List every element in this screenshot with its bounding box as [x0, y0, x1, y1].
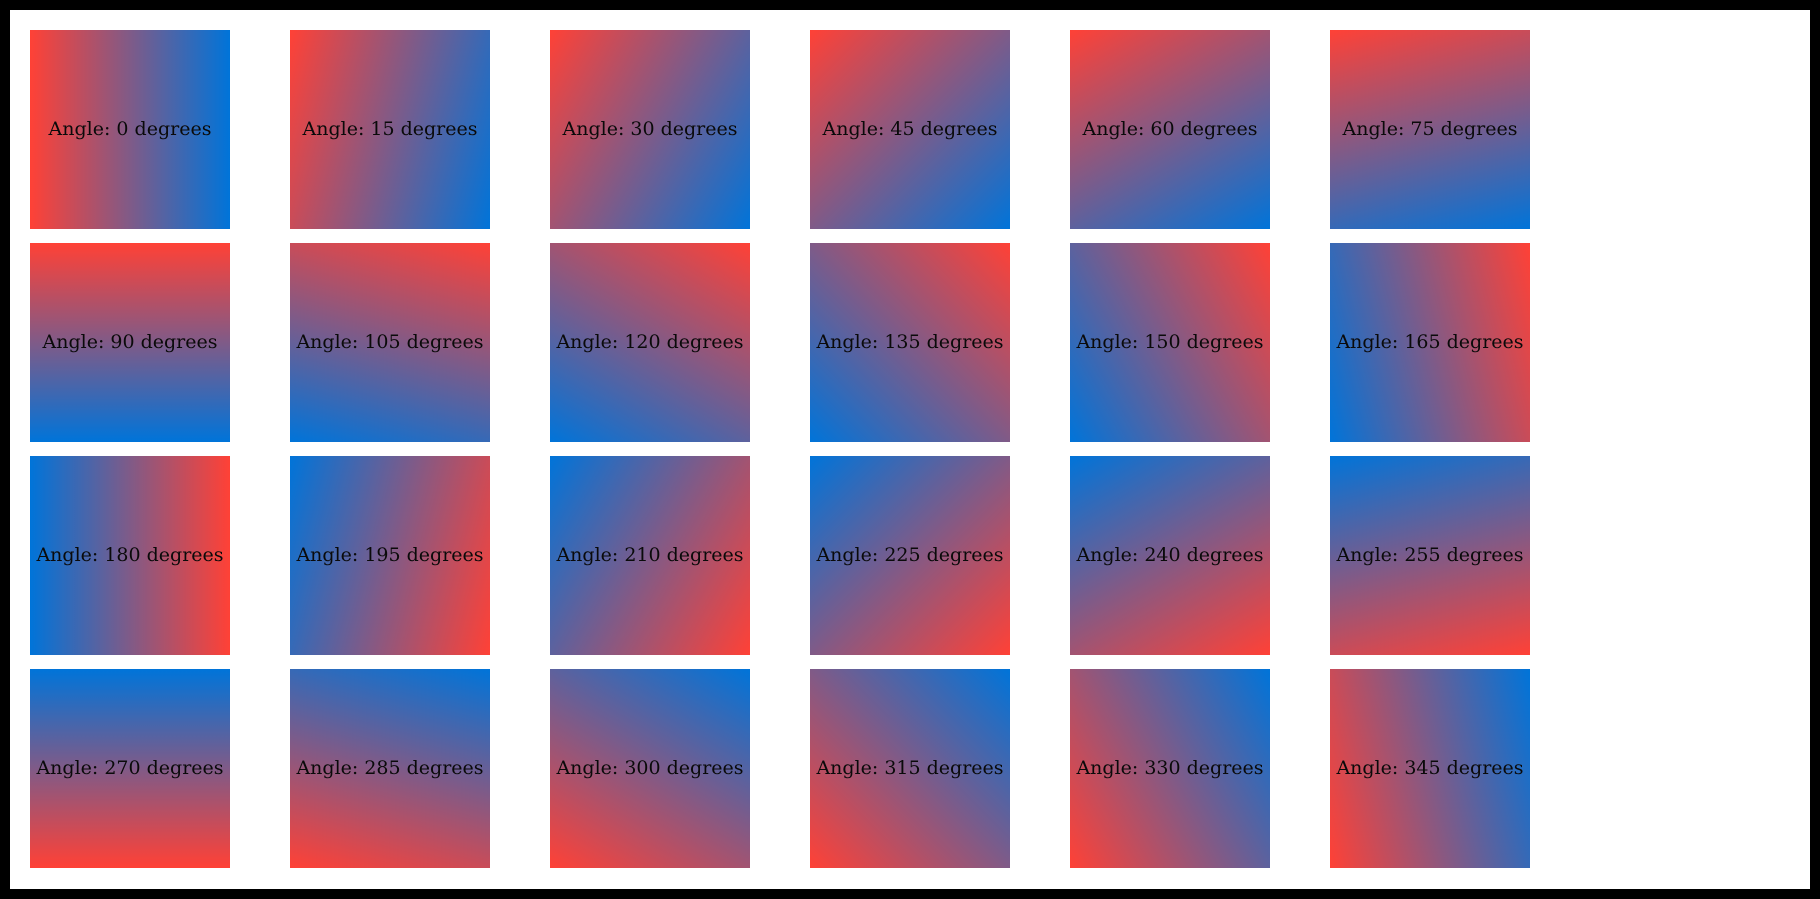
tile-label: Angle: 225 degrees — [816, 544, 1004, 566]
tile-label: Angle: 30 degrees — [562, 118, 738, 140]
gradient-tile: Angle: 300 degrees — [550, 669, 750, 868]
gradient-tile: Angle: 225 degrees — [810, 456, 1010, 655]
tile-label: Angle: 300 degrees — [556, 757, 744, 779]
gradient-tile: Angle: 0 degrees — [30, 30, 230, 229]
gradient-tile: Angle: 180 degrees — [30, 456, 230, 655]
gradient-tile: Angle: 210 degrees — [550, 456, 750, 655]
gradient-tile: Angle: 60 degrees — [1070, 30, 1270, 229]
tile-label: Angle: 345 degrees — [1336, 757, 1524, 779]
tile-label: Angle: 330 degrees — [1076, 757, 1264, 779]
gradient-tile: Angle: 30 degrees — [550, 30, 750, 229]
gradient-tile: Angle: 330 degrees — [1070, 669, 1270, 868]
tile-label: Angle: 0 degrees — [48, 118, 212, 140]
gradient-tile: Angle: 195 degrees — [290, 456, 490, 655]
gradient-tile: Angle: 345 degrees — [1330, 669, 1530, 868]
gradient-tile: Angle: 240 degrees — [1070, 456, 1270, 655]
tile-label: Angle: 165 degrees — [1336, 331, 1524, 353]
tile-label: Angle: 255 degrees — [1336, 544, 1524, 566]
tile-label: Angle: 210 degrees — [556, 544, 744, 566]
gradient-tile: Angle: 150 degrees — [1070, 243, 1270, 442]
gradient-tile: Angle: 75 degrees — [1330, 30, 1530, 229]
tile-label: Angle: 60 degrees — [1082, 118, 1258, 140]
figure-canvas: Angle: 0 degrees Angle: 15 degrees Angle… — [10, 10, 1810, 889]
tile-label: Angle: 180 degrees — [36, 544, 224, 566]
gradient-tile: Angle: 165 degrees — [1330, 243, 1530, 442]
tile-label: Angle: 45 degrees — [822, 118, 998, 140]
gradient-tile: Angle: 120 degrees — [550, 243, 750, 442]
gradient-tile: Angle: 45 degrees — [810, 30, 1010, 229]
tile-label: Angle: 15 degrees — [302, 118, 478, 140]
tile-label: Angle: 90 degrees — [42, 331, 218, 353]
gradient-tile: Angle: 315 degrees — [810, 669, 1010, 868]
tile-label: Angle: 240 degrees — [1076, 544, 1264, 566]
tile-label: Angle: 105 degrees — [296, 331, 484, 353]
tile-label: Angle: 135 degrees — [816, 331, 1004, 353]
gradient-grid: Angle: 0 degrees Angle: 15 degrees Angle… — [30, 30, 1530, 868]
tile-label: Angle: 75 degrees — [1342, 118, 1518, 140]
gradient-tile: Angle: 285 degrees — [290, 669, 490, 868]
gradient-tile: Angle: 105 degrees — [290, 243, 490, 442]
tile-label: Angle: 285 degrees — [296, 757, 484, 779]
tile-label: Angle: 150 degrees — [1076, 331, 1264, 353]
tile-label: Angle: 195 degrees — [296, 544, 484, 566]
gradient-tile: Angle: 135 degrees — [810, 243, 1010, 442]
tile-label: Angle: 315 degrees — [816, 757, 1004, 779]
gradient-tile: Angle: 270 degrees — [30, 669, 230, 868]
tile-label: Angle: 270 degrees — [36, 757, 224, 779]
gradient-tile: Angle: 255 degrees — [1330, 456, 1530, 655]
gradient-tile: Angle: 15 degrees — [290, 30, 490, 229]
gradient-tile: Angle: 90 degrees — [30, 243, 230, 442]
tile-label: Angle: 120 degrees — [556, 331, 744, 353]
